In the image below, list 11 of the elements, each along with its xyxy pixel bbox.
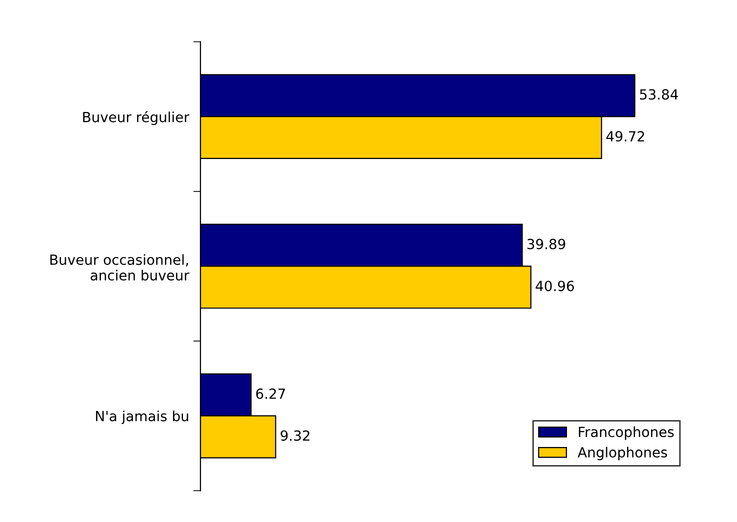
data-label: 39.89: [527, 238, 566, 250]
data-label: 53.84: [640, 89, 678, 100]
legend-label: Francophones: [578, 426, 674, 440]
y-tick-label: Buveur occasionnel, ancien buveur: [50, 254, 190, 281]
y-tick-label: Buveur régulier: [83, 111, 190, 126]
data-label: 40.96: [536, 280, 574, 292]
data-label: 49.72: [606, 131, 644, 142]
data-label: 6.27: [256, 388, 285, 399]
data-label: 9.32: [280, 430, 310, 441]
legend-label: Anglophones: [578, 446, 668, 460]
y-tick-label: N'a jamais bu: [96, 410, 188, 424]
